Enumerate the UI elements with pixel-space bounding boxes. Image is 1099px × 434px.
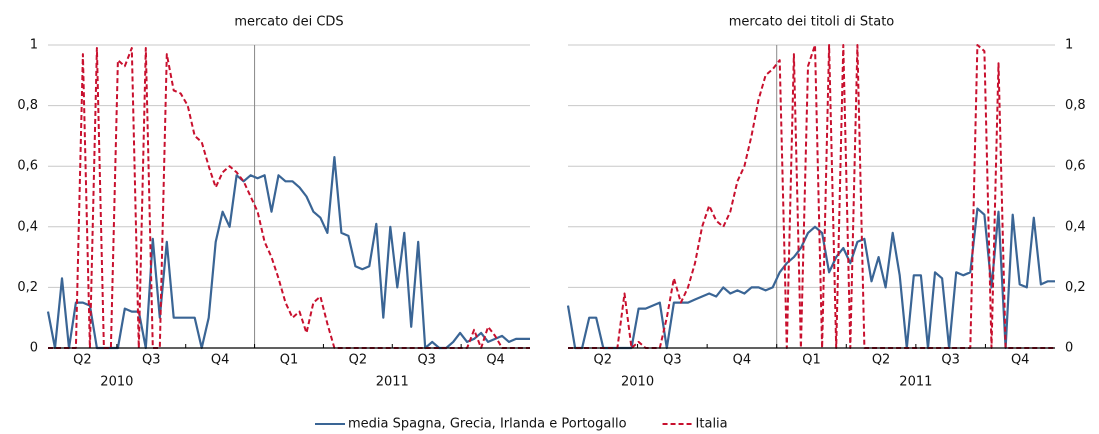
x-tick-label: Q3 <box>663 353 682 368</box>
y-tick-label: 0,6 <box>17 159 38 174</box>
chart-title: mercato dei titoli di Stato <box>729 15 895 30</box>
y-tick-label: 1 <box>1065 38 1073 53</box>
series-line <box>568 44 1055 349</box>
y-tick-label: 0,4 <box>1065 219 1086 234</box>
year-label: 2010 <box>100 375 133 390</box>
y-tick-label: 0 <box>1065 341 1073 356</box>
x-tick-label: Q2 <box>73 353 92 368</box>
x-tick-label: Q3 <box>142 353 161 368</box>
y-tick-label: 0,6 <box>1065 159 1086 174</box>
x-tick-label: Q4 <box>211 353 230 368</box>
y-tick-label: 1 <box>30 38 38 53</box>
x-tick-label: Q4 <box>733 353 752 368</box>
y-tick-label: 0,8 <box>17 98 38 113</box>
y-tick-label: 0,8 <box>1065 98 1086 113</box>
x-tick-label: Q2 <box>349 353 368 368</box>
y-tick-label: 0,2 <box>17 280 38 295</box>
series-line <box>48 47 530 349</box>
x-tick-label: Q2 <box>594 353 613 368</box>
series-line <box>566 207 1055 350</box>
x-tick-label: Q4 <box>1011 353 1030 368</box>
y-tick-label: 0,4 <box>17 219 38 234</box>
legend-label: media Spagna, Grecia, Irlanda e Portogal… <box>348 417 627 432</box>
chart-title: mercato dei CDS <box>234 15 343 30</box>
x-tick-label: Q4 <box>486 353 505 368</box>
year-label: 2011 <box>899 375 932 390</box>
x-tick-label: Q1 <box>802 353 821 368</box>
series-line <box>46 156 530 350</box>
y-tick-label: 0,2 <box>1065 280 1086 295</box>
year-label: 2010 <box>621 375 654 390</box>
year-label: 2011 <box>376 375 409 390</box>
x-tick-label: Q2 <box>872 353 891 368</box>
x-tick-label: Q1 <box>280 353 299 368</box>
x-tick-label: Q3 <box>417 353 436 368</box>
x-tick-label: Q3 <box>941 353 960 368</box>
legend-label: Italia <box>696 417 728 432</box>
y-tick-label: 0 <box>30 341 38 356</box>
